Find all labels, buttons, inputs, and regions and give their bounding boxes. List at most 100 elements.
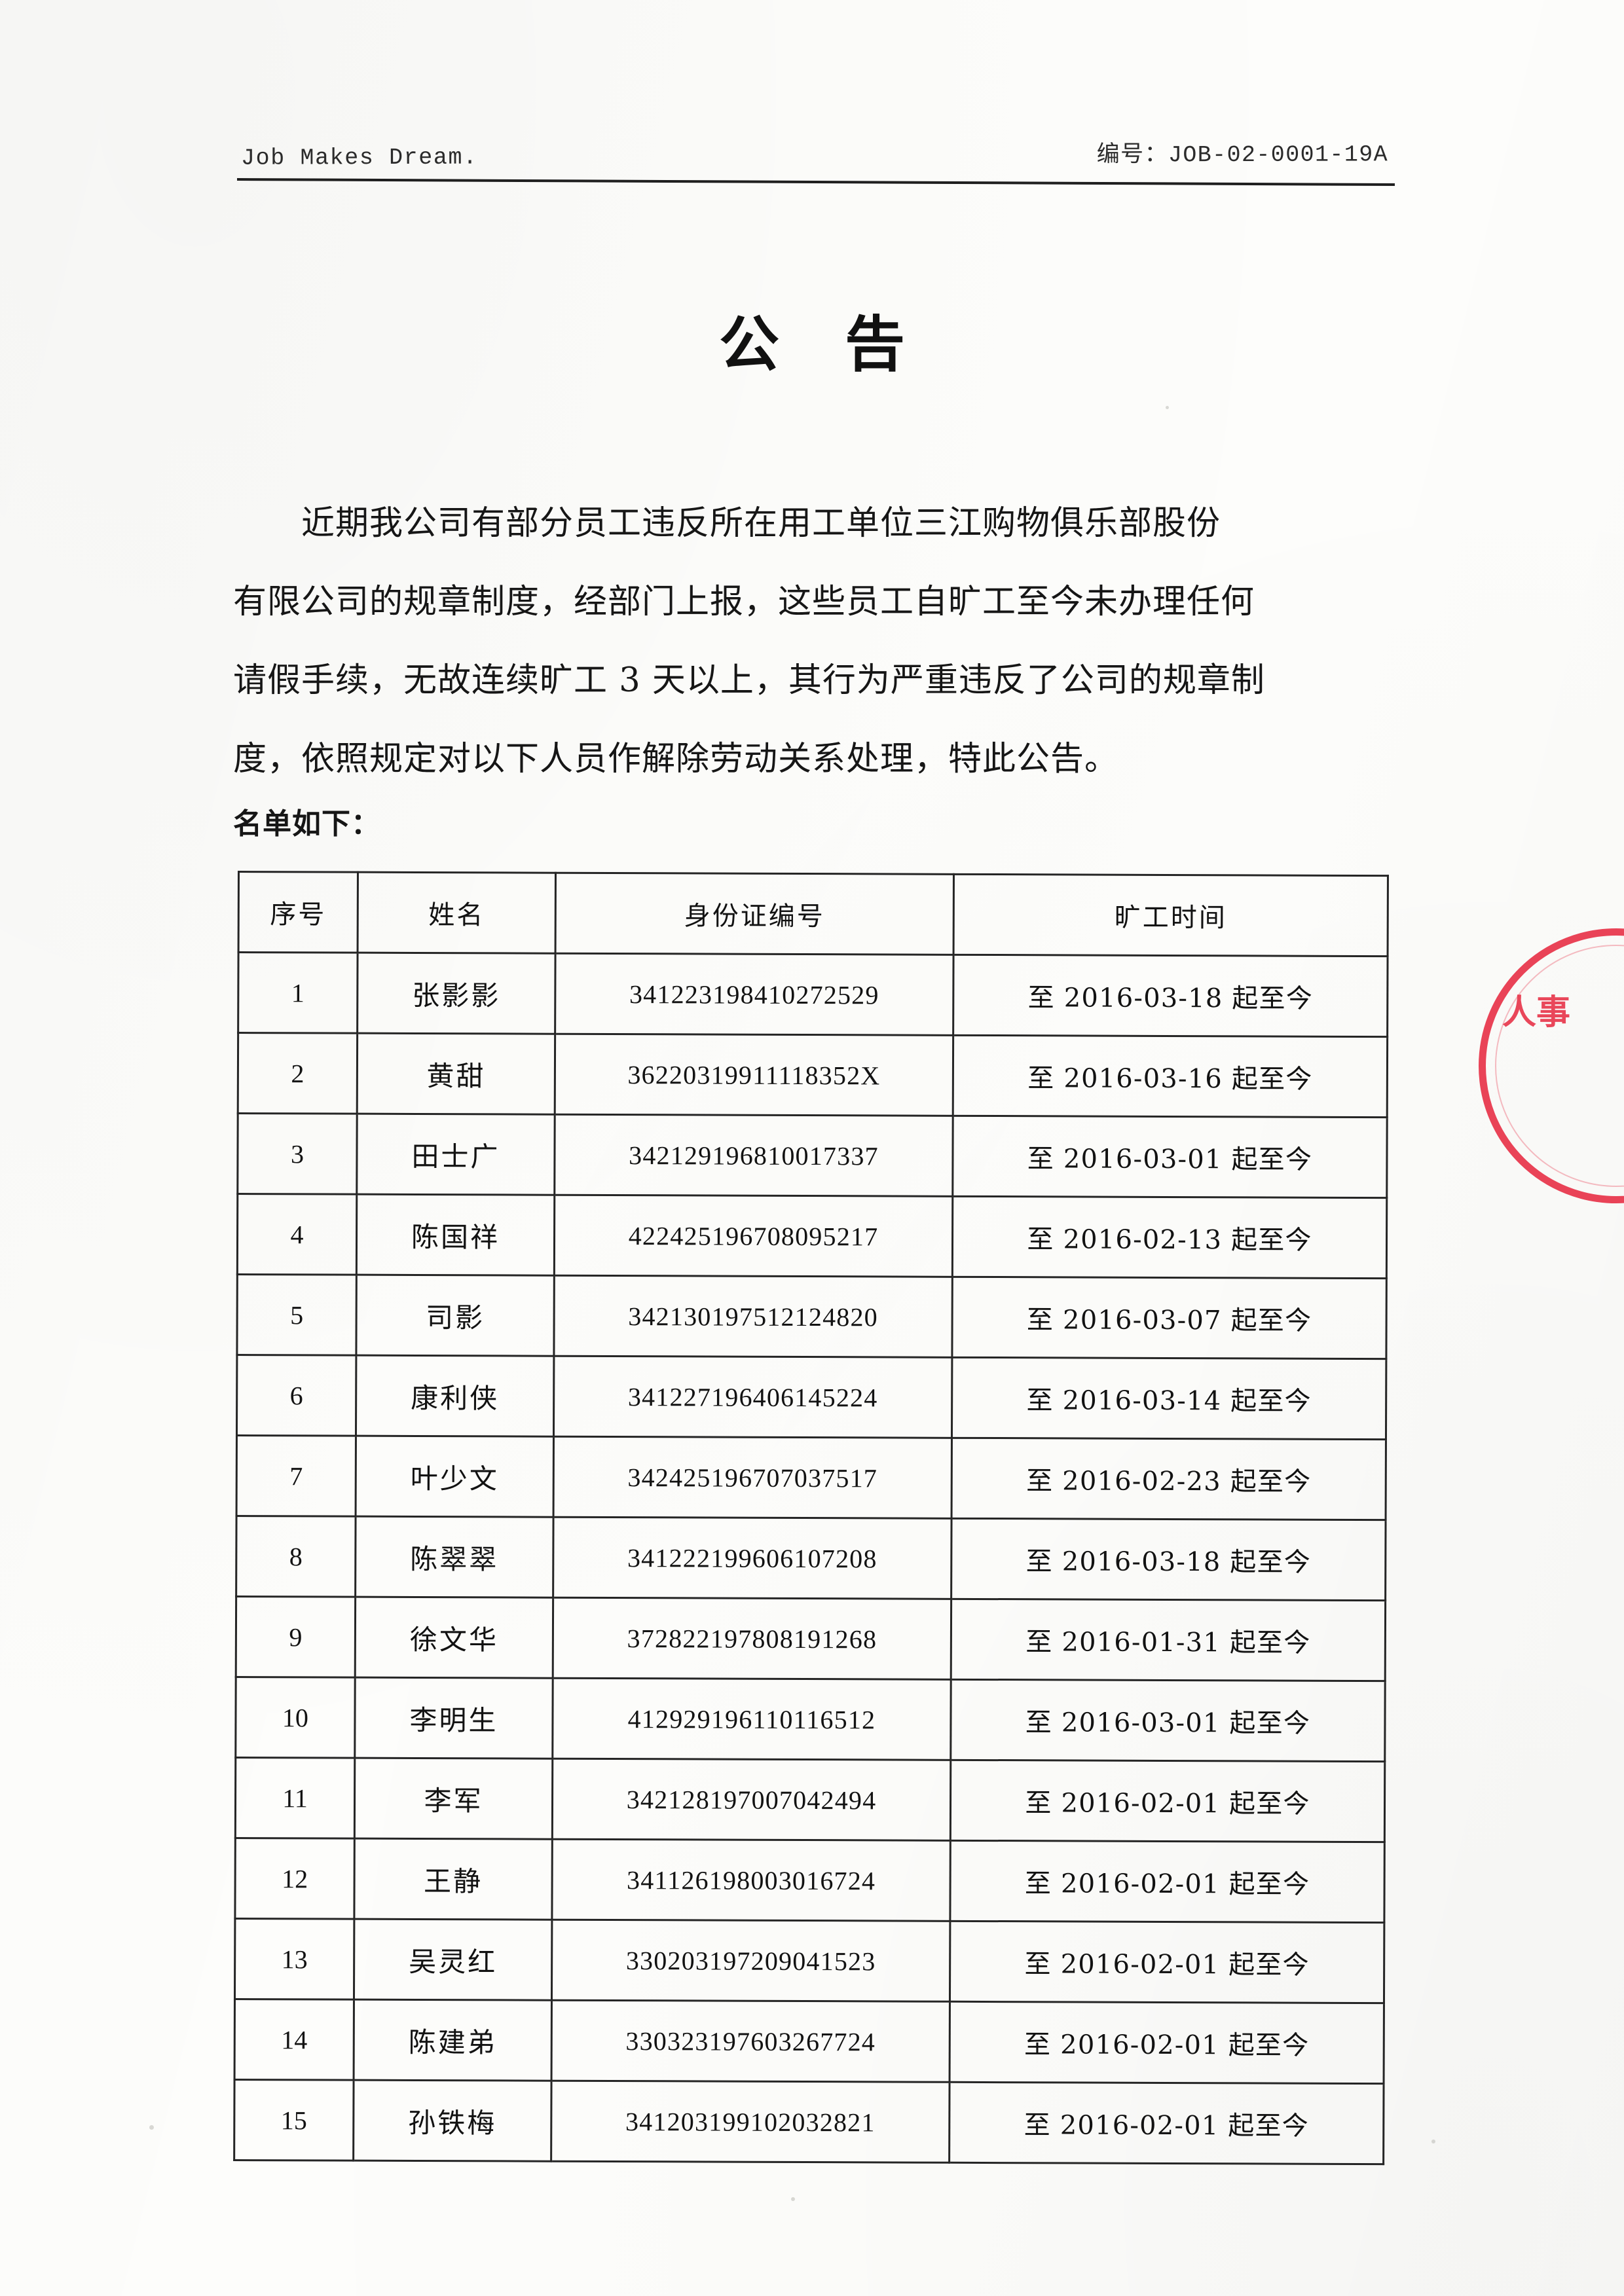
cell-id-number: 342425196707037517	[553, 1436, 952, 1519]
cell-absence: 至 2016-02-13 起至今	[952, 1196, 1387, 1279]
table-row: 12 王静 341126198003016724 至 2016-02-01 起至今	[234, 1838, 1385, 1923]
cell-id-number: 36220319911118352X	[555, 1034, 953, 1116]
cell-absence: 至 2016-03-01 起至今	[952, 1116, 1388, 1198]
table-row: 2 黄甜 36220319911118352X 至 2016-03-16 起至今	[238, 1032, 1388, 1118]
table-row: 5 司影 342130197512124820 至 2016-03-07 起至今	[236, 1274, 1387, 1359]
seal-ring	[1479, 928, 1624, 1203]
roster-table-wrapper: 序号 姓名 身份证编号 旷工时间 1 张影影 341223198410272529 至…	[233, 871, 1389, 2165]
cell-absence: 至 2016-02-23 起至今	[951, 1438, 1386, 1520]
cell-absence: 至 2016-01-31 起至今	[951, 1599, 1386, 1681]
table-row: 7 叶少文 342425196707037517 至 2016-02-23 起至今	[236, 1435, 1386, 1520]
cell-name: 陈国祥	[356, 1194, 555, 1276]
cell-id-number: 341126198003016724	[551, 1839, 951, 1922]
cell-id-number: 341223198410272529	[555, 953, 954, 1036]
roster-table: 序号 姓名 身份证编号 旷工时间 1 张影影 341223198410272529 至…	[233, 871, 1389, 2165]
table-row: 14 陈建弟 330323197603267724 至 2016-02-01 起至今	[234, 1999, 1384, 2084]
seal-text: 人事	[1502, 993, 1570, 1032]
cell-index: 14	[234, 1999, 354, 2081]
roster-table-body: 1 张影影 341223198410272529 至 2016-03-18 起至今 2…	[234, 952, 1388, 2164]
cell-index: 8	[236, 1516, 356, 1597]
cell-index: 15	[234, 2079, 354, 2161]
scan-speck	[1431, 2140, 1435, 2143]
cell-absence: 至 2016-03-18 起至今	[951, 1518, 1386, 1601]
body-line-4: 度，依照规定对以下人员作解除劳动关系处理，特此公告。	[233, 740, 1119, 778]
cell-name: 叶少文	[356, 1436, 554, 1518]
cell-name: 李明生	[354, 1677, 553, 1759]
column-header-id: 身份证编号	[555, 873, 954, 955]
column-header-name: 姓名	[358, 872, 556, 954]
cell-absence: 至 2016-02-01 起至今	[950, 1760, 1385, 1842]
cell-id-number: 412929196110116512	[552, 1678, 951, 1760]
cell-name: 康利侠	[356, 1355, 554, 1437]
body-line-2: 有限公司的规章制度，经部门上报，这些员工自旷工至今未办理任何	[233, 583, 1255, 621]
table-row: 8 陈翠翠 341222199606107208 至 2016-03-18 起至今	[236, 1516, 1386, 1601]
cell-absence: 至 2016-03-07 起至今	[951, 1277, 1387, 1359]
cell-id-number: 372822197808191268	[553, 1597, 951, 1680]
cell-id-number: 422425196708095217	[554, 1195, 953, 1277]
cell-id-number: 342128197007042494	[552, 1758, 951, 1841]
cell-name: 陈翠翠	[355, 1516, 554, 1598]
cell-id-number: 342130197512124820	[553, 1275, 953, 1358]
column-header-id-label: 身份证编号	[684, 901, 825, 932]
cell-absence: 至 2016-02-01 起至今	[950, 2001, 1384, 2084]
table-row: 15 孙铁梅 341203199102032821 至 2016-02-01 起至今	[234, 2079, 1384, 2164]
cell-id-number: 341203199102032821	[551, 2081, 950, 2163]
document-number: 编号：JOB-02-0001-19A	[1096, 141, 1389, 169]
cell-index: 12	[234, 1838, 355, 1920]
cell-name: 黄甜	[357, 1033, 555, 1115]
header-divider	[236, 178, 1395, 187]
cell-index: 7	[236, 1435, 356, 1517]
table-row: 11 李军 342128197007042494 至 2016-02-01 起至今	[235, 1757, 1385, 1842]
table-row: 13 吴灵红 330203197209041523 至 2016-02-01 起至今	[234, 1918, 1384, 2003]
cell-absence: 至 2016-02-01 起至今	[950, 1840, 1385, 1923]
cell-name: 李军	[354, 1758, 553, 1840]
company-seal-stamp: 人事	[1479, 928, 1624, 1203]
cell-id-number: 330203197209041523	[551, 1920, 950, 2002]
cell-absence: 至 2016-03-01 起至今	[950, 1679, 1386, 1762]
cell-absence: 至 2016-02-01 起至今	[950, 1921, 1384, 2003]
roster-label: 名单如下：	[233, 807, 380, 841]
cell-index: 9	[236, 1596, 356, 1678]
body-line-3: 请假手续，无故连续旷工 3 天以上，其行为严重违反了公司的规章制	[233, 661, 1265, 700]
column-header-absence-label: 旷工时间	[1114, 902, 1227, 934]
cell-index: 4	[237, 1194, 357, 1275]
column-header-index-label: 序号	[270, 900, 327, 930]
cell-index: 2	[238, 1032, 358, 1114]
table-row: 6 康利侠 341227196406145224 至 2016-03-14 起至今	[236, 1355, 1386, 1440]
table-row: 3 田士广 342129196810017337 至 2016-03-01 起至今	[237, 1113, 1388, 1198]
cell-id-number: 330323197603267724	[551, 2000, 950, 2083]
cell-name: 田士广	[356, 1114, 555, 1195]
cell-absence: 至 2016-03-14 起至今	[951, 1357, 1386, 1440]
cell-name: 陈建弟	[354, 1999, 552, 2081]
cell-name: 张影影	[357, 953, 556, 1034]
table-row: 9 徐文华 372822197808191268 至 2016-01-31 起至今	[236, 1596, 1386, 1681]
cell-name: 王静	[354, 1838, 553, 1920]
cell-index: 1	[238, 952, 358, 1034]
table-row: 10 李明生 412929196110116512 至 2016-03-01 起至今	[235, 1677, 1386, 1762]
cell-index: 3	[237, 1113, 358, 1195]
announcement-body: 近期我公司有部分员工违反所在用工单位三江购物俱乐部股份 有限公司的规章制度，经部…	[233, 484, 1399, 799]
cell-absence: 至 2016-02-01 起至今	[949, 2082, 1384, 2164]
cell-absence: 至 2016-03-16 起至今	[953, 1035, 1388, 1118]
cell-name: 吴灵红	[354, 1919, 552, 2001]
company-slogan: Job Makes Dream.	[240, 144, 478, 172]
cell-id-number: 341227196406145224	[553, 1356, 952, 1438]
table-row: 1 张影影 341223198410272529 至 2016-03-18 起至今	[238, 952, 1388, 1037]
cell-absence: 至 2016-03-18 起至今	[953, 955, 1388, 1037]
body-line-1: 近期我公司有部分员工违反所在用工单位三江购物俱乐部股份	[301, 504, 1221, 543]
cell-id-number: 342129196810017337	[554, 1114, 953, 1197]
table-header-row: 序号 姓名 身份证编号 旷工时间	[238, 871, 1388, 957]
scan-speck	[1166, 406, 1169, 409]
cell-name: 徐文华	[355, 1597, 553, 1679]
column-header-absence: 旷工时间	[953, 874, 1388, 957]
page-header: Job Makes Dream. 编号：JOB-02-0001-19A	[241, 134, 1388, 172]
column-header-name-label: 姓名	[428, 900, 485, 931]
cell-index: 11	[235, 1757, 355, 1839]
cell-id-number: 341222199606107208	[553, 1517, 952, 1599]
table-row: 4 陈国祥 422425196708095217 至 2016-02-13 起至今	[237, 1194, 1387, 1279]
cell-name: 司影	[356, 1275, 555, 1357]
scan-speck	[791, 2197, 795, 2201]
column-header-index: 序号	[238, 871, 358, 953]
page-title: 公 告	[718, 309, 928, 380]
